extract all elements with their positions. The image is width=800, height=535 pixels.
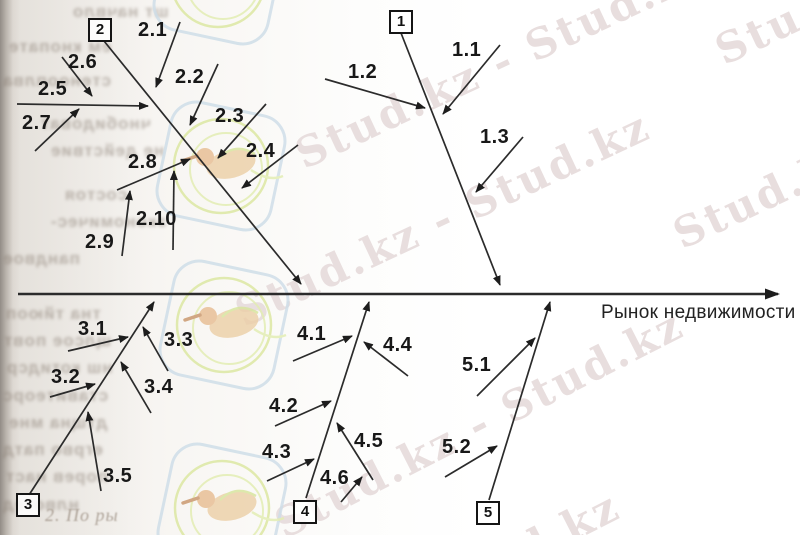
cause-2-3-arrow [217, 103, 267, 159]
cause-label-2-10: 2.10 [136, 208, 177, 230]
cause-label-4-1: 4.1 [297, 323, 327, 345]
cause-4-1-arrow [292, 335, 353, 362]
branch-box-2: 2 [88, 18, 112, 42]
branch-1-line [400, 32, 501, 286]
cause-label-3-4: 3.4 [144, 376, 174, 398]
cause-label-2-8: 2.8 [128, 151, 158, 173]
cause-label-4-3: 4.3 [262, 441, 292, 463]
cause-label-2-2: 2.2 [175, 66, 205, 88]
cause-label-3-1: 3.1 [78, 318, 108, 340]
branch-3-line [28, 301, 155, 496]
branch-box-5: 5 [476, 501, 500, 525]
cause-label-2-3: 2.3 [215, 105, 245, 127]
cause-2-5-arrow [16, 101, 149, 110]
cause-2-1-arrow [155, 21, 181, 88]
branch-5-line [488, 301, 552, 501]
cause-2-7-arrow [34, 108, 80, 152]
cause-label-3-5: 3.5 [103, 465, 133, 487]
cause-label-2-4: 2.4 [246, 140, 276, 162]
cause-label-1-2: 1.2 [348, 61, 378, 83]
cause-label-2-5: 2.5 [38, 78, 68, 100]
studkz-bird-logo [153, 254, 295, 396]
branch-4-line [305, 301, 371, 499]
cause-label-4-6: 4.6 [320, 467, 350, 489]
cause-label-4-5: 4.5 [354, 430, 384, 452]
spine-effect-label: Рынок недвижимости [601, 302, 796, 323]
cause-3-3-arrow [142, 326, 169, 372]
cause-4-3-arrow [266, 458, 315, 482]
branch-2-line [103, 40, 302, 285]
cause-label-1-3: 1.3 [480, 126, 510, 148]
cause-label-1-1: 1.1 [452, 39, 482, 61]
cause-label-2-6: 2.6 [68, 51, 98, 73]
cause-1-3-arrow [475, 136, 524, 193]
cause-label-4-4: 4.4 [383, 334, 413, 356]
cause-5-2-arrow [444, 445, 498, 478]
cause-2-2-arrow [189, 63, 219, 126]
cause-label-5-2: 5.2 [442, 436, 472, 458]
cause-2-4-arrow [241, 144, 299, 189]
cause-4-2-arrow [274, 400, 332, 427]
branch-box-4: 4 [293, 500, 317, 524]
cause-2-10-arrow [169, 170, 178, 251]
scan-edge-shadow [0, 0, 20, 535]
cause-3-1-arrow [67, 335, 129, 352]
cause-label-3-3: 3.3 [164, 329, 194, 351]
cause-4-4-arrow [363, 341, 409, 377]
cause-label-3-2: 3.2 [51, 366, 81, 388]
studkz-bird-logo [147, 0, 289, 51]
cause-label-5-1: 5.1 [462, 354, 492, 376]
branch-box-3: 3 [16, 493, 40, 517]
branch-box-1: 1 [389, 10, 413, 34]
cause-5-1-arrow [476, 337, 536, 397]
cause-4-5-arrow [336, 422, 374, 481]
cause-label-2-1: 2.1 [138, 19, 168, 41]
cause-3-5-arrow [85, 411, 102, 492]
cause-2-6-arrow [61, 56, 93, 97]
cause-2-9-arrow [121, 190, 133, 257]
page-left-shading [0, 0, 150, 535]
cause-3-2-arrow [49, 382, 96, 398]
cause-label-2-7: 2.7 [22, 112, 52, 134]
cause-4-6-arrow [340, 476, 363, 503]
cause-1-1-arrow [442, 44, 501, 115]
scan-bleed-caption: 2. По ры [45, 505, 119, 525]
cause-2-8-arrow [116, 158, 191, 191]
cause-3-4-arrow [120, 361, 152, 414]
cause-label-4-2: 4.2 [269, 395, 299, 417]
cause-label-2-9: 2.9 [85, 231, 115, 253]
cause-1-2-arrow [324, 78, 426, 110]
